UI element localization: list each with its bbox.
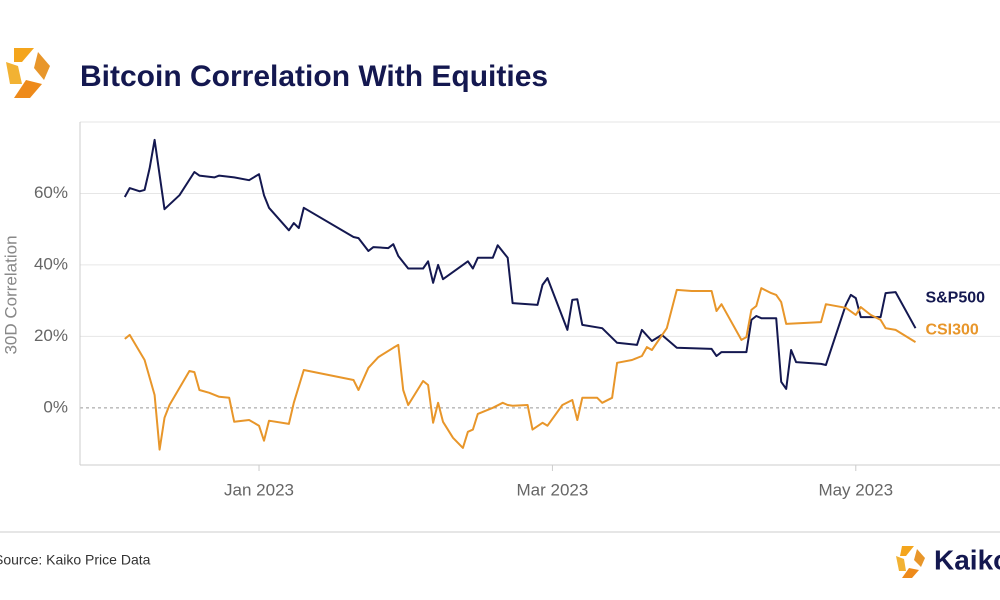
x-tick-label: Jan 2023 bbox=[224, 480, 294, 499]
y-tick-label: 60% bbox=[34, 183, 68, 202]
logo bbox=[6, 48, 50, 98]
series-label: S&P500 bbox=[925, 289, 985, 306]
y-tick-label: 0% bbox=[43, 397, 68, 416]
series-line bbox=[123, 138, 917, 390]
y-tick-label: 40% bbox=[34, 254, 68, 273]
y-axis-label: 30D Correlation bbox=[1, 235, 20, 354]
source-note: Source: Kaiko Price Data bbox=[0, 552, 151, 568]
x-tick-label: May 2023 bbox=[818, 480, 893, 499]
series-line bbox=[124, 287, 917, 451]
brand-name: Kaiko bbox=[934, 544, 1000, 575]
series-label: CSI300 bbox=[925, 321, 978, 338]
x-tick-label: Mar 2023 bbox=[517, 480, 589, 499]
brand-logo bbox=[896, 546, 925, 578]
chart-title: Bitcoin Correlation With Equities bbox=[80, 60, 548, 93]
y-tick-label: 20% bbox=[34, 326, 68, 345]
